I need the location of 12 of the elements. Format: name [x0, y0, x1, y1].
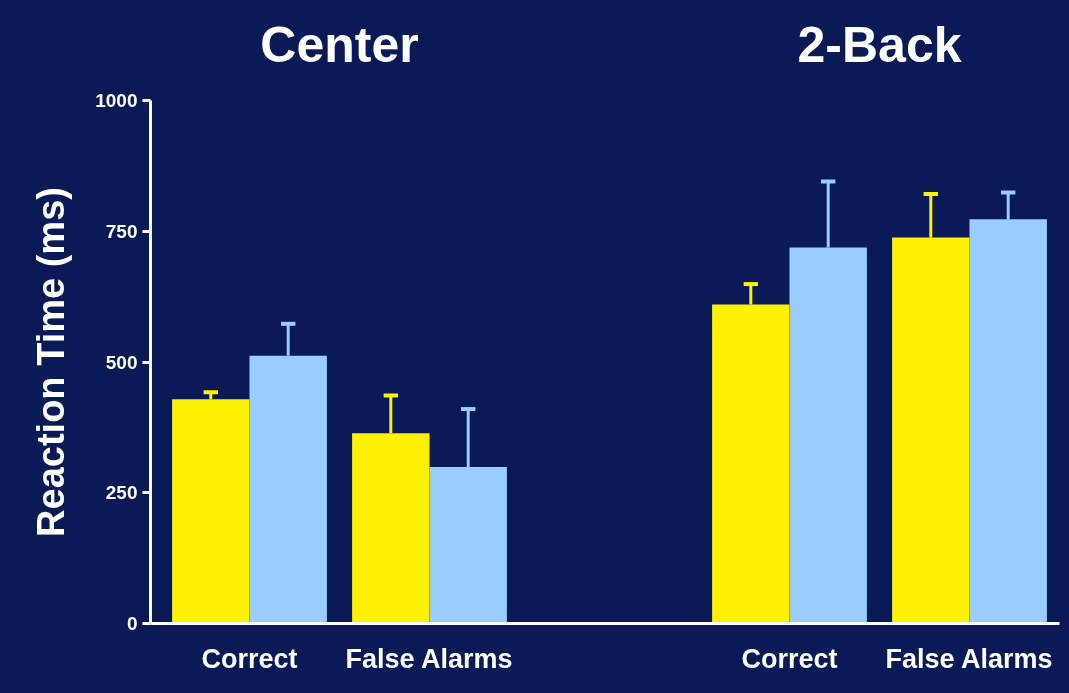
y-axis-title: Reaction Time (ms): [30, 187, 73, 537]
x-tick-label: Correct: [201, 643, 298, 674]
x-tick-label: Correct: [741, 643, 838, 674]
y-tick-label: 0: [126, 613, 138, 634]
text: Center: [260, 16, 419, 73]
y-tick-label: 500: [105, 351, 138, 373]
x-tick-label: False Alarms: [345, 643, 513, 674]
y-tick-label: 250: [105, 482, 138, 504]
text: 2-Back: [797, 16, 962, 73]
y-tick-label: 1000: [95, 90, 138, 111]
y-tick-label: 750: [105, 220, 138, 242]
x-tick-label: False Alarms: [885, 643, 1053, 674]
